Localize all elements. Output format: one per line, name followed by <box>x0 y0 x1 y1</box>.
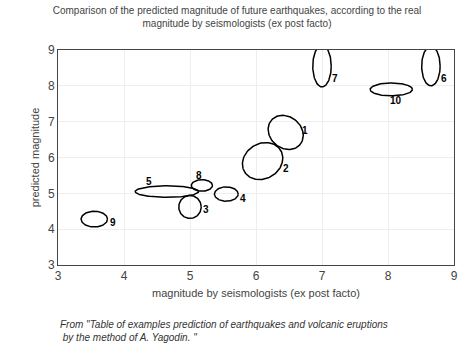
svg-text:7: 7 <box>48 115 55 129</box>
svg-text:From "Table of examples predic: From "Table of examples prediction of ea… <box>60 319 388 343</box>
svg-text:3: 3 <box>203 204 209 215</box>
svg-text:5: 5 <box>48 187 55 201</box>
svg-text:8: 8 <box>48 79 55 93</box>
svg-text:4: 4 <box>121 269 128 283</box>
svg-text:3: 3 <box>55 269 62 283</box>
svg-text:4: 4 <box>48 222 55 236</box>
svg-text:3: 3 <box>48 258 55 272</box>
svg-text:2: 2 <box>283 163 289 174</box>
svg-text:6: 6 <box>48 151 55 165</box>
svg-text:5: 5 <box>187 269 194 283</box>
svg-text:7: 7 <box>332 73 338 84</box>
svg-text:Comparison of the predicted ma: Comparison of the predicted magnitude of… <box>53 5 422 29</box>
svg-text:10: 10 <box>390 95 402 106</box>
svg-text:4: 4 <box>240 193 246 204</box>
svg-text:magnitude by seismologists (ex: magnitude by seismologists (ex post fact… <box>152 287 360 299</box>
svg-text:5: 5 <box>146 176 152 187</box>
svg-text:9: 9 <box>110 217 116 228</box>
svg-text:9: 9 <box>451 269 458 283</box>
svg-text:predicted magnitude: predicted magnitude <box>29 108 41 208</box>
svg-text:9: 9 <box>48 43 55 57</box>
svg-text:6: 6 <box>441 73 447 84</box>
svg-text:8: 8 <box>385 269 392 283</box>
svg-text:1: 1 <box>302 125 308 136</box>
svg-text:8: 8 <box>196 170 202 181</box>
svg-text:7: 7 <box>319 269 326 283</box>
svg-text:6: 6 <box>253 269 260 283</box>
